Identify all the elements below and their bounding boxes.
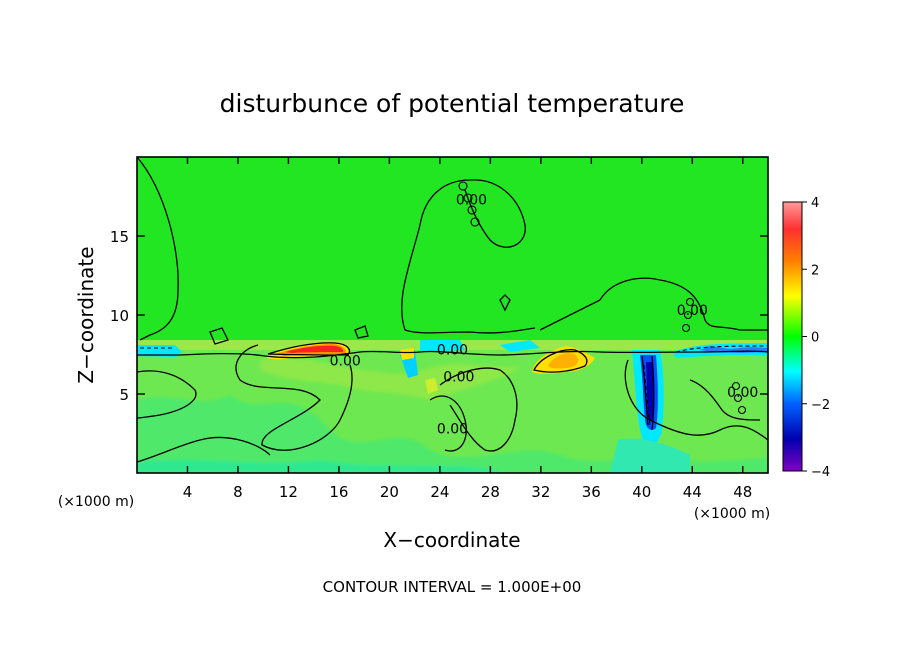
contour-small-blob2 xyxy=(354,325,369,339)
contour-dot-trails xyxy=(458,181,747,415)
contour-mid-left xyxy=(235,344,353,451)
cold-patch-mid2 xyxy=(500,340,540,352)
contour-lines xyxy=(137,157,768,463)
contour-small-blob3 xyxy=(209,327,229,345)
contour-neg-right xyxy=(675,345,768,353)
x-tick-label: 48 xyxy=(733,483,752,501)
contour-left-upper xyxy=(137,157,179,341)
colorbar-tick-label: 2 xyxy=(811,263,819,278)
contour-label: 0.00 xyxy=(677,303,708,319)
x-tick-label: 36 xyxy=(582,483,601,501)
contour-small-blob xyxy=(499,294,511,312)
contour-cold-column xyxy=(641,355,649,426)
contour-interval-note: CONTOUR INTERVAL = 1.000E+00 xyxy=(323,578,582,596)
warm-speck-24 xyxy=(425,378,438,394)
contour-neg-column xyxy=(643,364,651,426)
contour-label: 0.00 xyxy=(437,343,468,359)
x-unit-left: (×1000 m) xyxy=(58,494,134,510)
x-tick-label: 16 xyxy=(329,483,348,501)
colorbar-ticks: 4 2 0 −2 −4 xyxy=(802,196,830,480)
x-unit-right: (×1000 m) xyxy=(694,506,770,522)
x-axis-label: X−coordinate xyxy=(383,528,520,552)
contour-negative xyxy=(140,345,768,426)
heatmap-field: 0.00 0.00 0.00 0.00 0.00 0.00 0.00 xyxy=(137,157,768,473)
contour-mid-swirl xyxy=(439,367,518,452)
x-tick-label: 4 xyxy=(183,483,193,501)
colorbar-tick-label: −4 xyxy=(811,465,830,480)
x-tick-label: 44 xyxy=(683,483,702,501)
warm-band-core xyxy=(285,345,344,353)
warm-speck-22 xyxy=(400,348,414,360)
x-tick-label: 28 xyxy=(481,483,500,501)
contour-label: 0.00 xyxy=(330,354,361,370)
x-tick-label: 24 xyxy=(430,483,449,501)
contour-left-bottom xyxy=(137,436,271,463)
cold-column-core xyxy=(646,362,654,420)
contour-right-upper xyxy=(599,277,768,331)
contour-right-low2 xyxy=(689,379,761,421)
contour-upper-base xyxy=(404,327,536,334)
x-tick-label: 32 xyxy=(531,483,550,501)
x-tick-label: 8 xyxy=(233,483,243,501)
x-tick-label: 40 xyxy=(632,483,651,501)
x-tick-label: 20 xyxy=(380,483,399,501)
warm-patch-core xyxy=(548,353,579,369)
colorbar-tick-label: −2 xyxy=(811,398,830,413)
contour-right-lower xyxy=(624,359,768,441)
contour-warm-band xyxy=(267,342,351,356)
surface-cool xyxy=(137,459,500,473)
cold-patch-mid xyxy=(420,340,465,352)
contour-cold-column2 xyxy=(651,355,655,431)
contour-right-link xyxy=(539,299,601,331)
contour-label: 0.00 xyxy=(443,369,474,385)
contour-label: 0.00 xyxy=(437,422,468,438)
y-tick-label: 5 xyxy=(119,386,129,404)
contour-labels: 0.00 0.00 0.00 0.00 0.00 0.00 0.00 xyxy=(330,192,759,437)
contour-left-lower xyxy=(137,370,197,419)
contour-mid-inner xyxy=(429,395,467,452)
contour-warm-patch xyxy=(533,349,588,373)
contour-main-layer xyxy=(137,350,768,359)
chart-title: disturbunce of potential temperature xyxy=(220,89,685,118)
colorbar-tick-label: 0 xyxy=(811,331,819,346)
colorbar-tick-label: 4 xyxy=(811,196,819,211)
lower-layer-shade xyxy=(137,395,768,473)
x-axis-ticks: 4 8 12 16 20 24 28 32 36 40 44 48 xyxy=(183,157,752,501)
lower-layer-warm xyxy=(260,357,520,400)
y-tick-label: 15 xyxy=(110,228,129,246)
y-tick-label: 10 xyxy=(110,307,129,325)
surface-cool-right xyxy=(610,438,690,473)
x-tick-label: 12 xyxy=(279,483,298,501)
contour-upper-plume xyxy=(401,179,526,331)
y-axis-label: Z−coordinate xyxy=(74,246,98,383)
y-axis-ticks: 5 10 15 xyxy=(110,228,768,404)
contour-label: 0.00 xyxy=(727,385,758,401)
contour-label: 0.00 xyxy=(456,192,487,208)
colorbar xyxy=(782,201,803,472)
